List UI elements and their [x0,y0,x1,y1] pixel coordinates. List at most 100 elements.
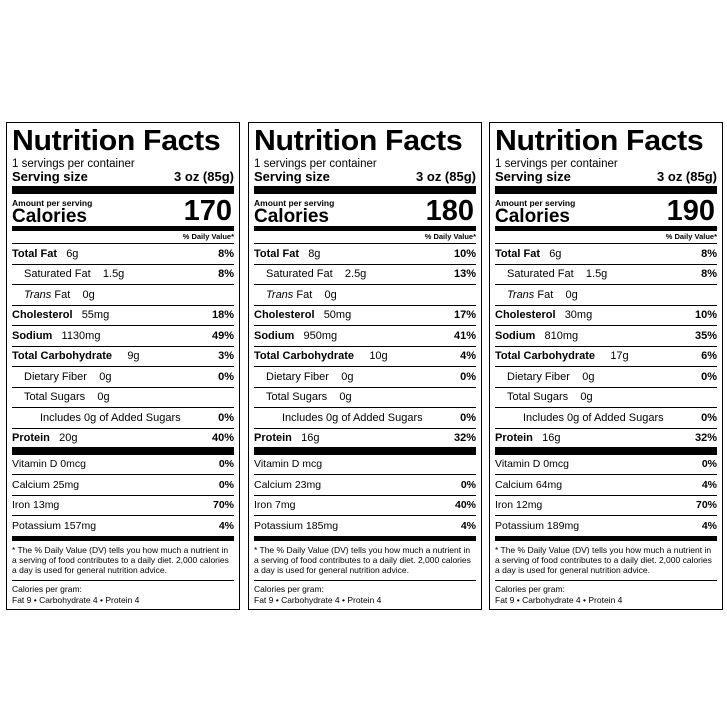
calories-value: 180 [425,195,474,227]
total-sugars-row: Total Sugars 0g [254,388,476,408]
calories-per-gram-values: Fat 9 • Carbohydrate 4 • Protein 4 [254,594,382,605]
protein-row: Protein 16g 32% [254,429,476,455]
calories-per-gram-values: Fat 9 • Carbohydrate 4 • Protein 4 [495,594,623,605]
cholesterol-row: Cholesterol 50mg 17% [254,306,476,326]
potassium-dv: 4% [218,519,234,532]
total-carb-row: Total Carbohydrate 9g 3% [12,347,234,367]
calories-per-gram-label: Calories per gram: [254,583,324,594]
cholesterol-dv: 17% [453,309,476,322]
cholesterol-label: Cholesterol [254,309,315,322]
saturated-fat-label: Saturated Fat [266,268,333,281]
serving-size-label: Serving size [495,169,571,184]
amount-per-serving: Amount per serving [495,198,576,208]
total-carb-label: Total Carbohydrate [254,350,355,363]
cholesterol-dv: 10% [694,309,717,322]
added-sugars-row: Includes 0g of Added Sugars 0% [12,408,234,429]
total-fat-row: Total Fat 6g 8% [495,244,717,265]
serving-size-row: Serving size 3 oz (85g) [254,170,476,194]
label-title: Nutrition Facts [495,125,704,157]
cholesterol-amount: 30mg [564,309,593,322]
trans-label: Trans [266,288,294,301]
added-sugars-label: Includes 0g of Added Sugars [282,411,423,424]
calories-per-gram-label: Calories per gram: [495,583,565,594]
protein-label: Protein [495,431,533,444]
daily-value-header: % Daily Value* [254,231,476,244]
calories-value: 190 [666,195,715,227]
total-fat-row: Total Fat 8g 10% [254,244,476,265]
total-sugars-amount: 0g [97,391,110,404]
trans-fat-row: Trans Fat 0g [12,285,234,306]
trans-fat-label: Fat [54,288,71,301]
serving-size-label: Serving size [254,169,330,184]
vitamin-d-label: Vitamin D mcg [254,458,323,471]
amount-per-serving: Amount per serving [254,198,335,208]
protein-row: Protein 20g 40% [12,429,234,455]
calcium-row: Calcium 64mg 4% [495,475,717,496]
calories-block: Amount per serving Calories 190 [495,194,717,231]
saturated-fat-row: Saturated Fat 1.5g 8% [495,265,717,285]
potassium-row: Potassium 189mg 4% [495,516,717,541]
dietary-fiber-label: Dietary Fiber [266,370,329,383]
total-fat-label: Total Fat [495,247,541,260]
potassium-label: Potassium 157mg [12,519,97,532]
total-fat-label: Total Fat [254,247,300,260]
amount-per-serving: Amount per serving [12,198,93,208]
total-sugars-row: Total Sugars 0g [495,388,717,408]
trans-fat-row: Trans Fat 0g [254,285,476,306]
total-carb-amount: 17g [610,350,629,363]
added-sugars-dv: 0% [460,411,476,424]
vitamin-d-row: Vitamin D 0mcg 0% [495,455,717,475]
calories-value: 170 [183,195,232,227]
nutrition-label: Nutrition Facts 1 servings per container… [248,122,482,610]
calcium-label: Calcium 25mg [12,478,80,491]
total-fat-dv: 8% [701,247,717,260]
calories-block: Amount per serving Calories 180 [254,194,476,231]
iron-dv: 40% [454,499,476,512]
saturated-fat-amount: 2.5g [344,268,367,281]
added-sugars-dv: 0% [218,411,234,424]
iron-row: Iron 12mg 70% [495,496,717,516]
trans-fat-amount: 0g [82,288,95,301]
dietary-fiber-label: Dietary Fiber [24,370,87,383]
protein-dv: 40% [211,431,234,444]
potassium-dv: 4% [460,519,476,532]
total-carb-dv: 4% [460,350,476,363]
added-sugars-row: Includes 0g of Added Sugars 0% [254,408,476,429]
sodium-amount: 1130mg [61,329,101,342]
calories-label: Calories [495,206,570,227]
potassium-label: Potassium 185mg [254,519,339,532]
saturated-fat-label: Saturated Fat [24,268,91,281]
calories-per-gram-label: Calories per gram: [12,583,82,594]
nutrition-label: Nutrition Facts 1 servings per container… [6,122,240,610]
sodium-row: Sodium 950mg 41% [254,326,476,347]
potassium-row: Potassium 185mg 4% [254,516,476,541]
dietary-fiber-row: Dietary Fiber 0g 0% [495,367,717,388]
dietary-fiber-row: Dietary Fiber 0g 0% [254,367,476,388]
total-sugars-amount: 0g [580,391,593,404]
protein-label: Protein [12,431,50,444]
trans-label: Trans [507,288,535,301]
saturated-fat-dv: 8% [701,268,717,281]
protein-amount: 16g [301,431,320,444]
protein-dv: 32% [453,431,476,444]
iron-label: Iron 7mg [254,499,296,512]
sodium-row: Sodium 1130mg 49% [12,326,234,347]
total-fat-dv: 8% [218,247,234,260]
total-carb-row: Total Carbohydrate 17g 6% [495,347,717,367]
sodium-amount: 810mg [544,329,579,342]
total-sugars-amount: 0g [339,391,352,404]
total-sugars-label: Total Sugars [507,391,569,404]
potassium-row: Potassium 157mg 4% [12,516,234,541]
added-sugars-label: Includes 0g of Added Sugars [40,411,181,424]
protein-label: Protein [254,431,292,444]
sodium-label: Sodium [12,329,53,342]
total-carb-row: Total Carbohydrate 10g 4% [254,347,476,367]
trans-fat-row: Trans Fat 0g [495,285,717,306]
calories-label: Calories [254,206,329,227]
trans-label: Trans [24,288,52,301]
trans-fat-label: Fat [537,288,554,301]
potassium-dv: 4% [701,519,717,532]
cholesterol-amount: 55mg [81,309,110,322]
calcium-row: Calcium 23mg 0% [254,475,476,496]
total-carb-amount: 9g [127,350,140,363]
